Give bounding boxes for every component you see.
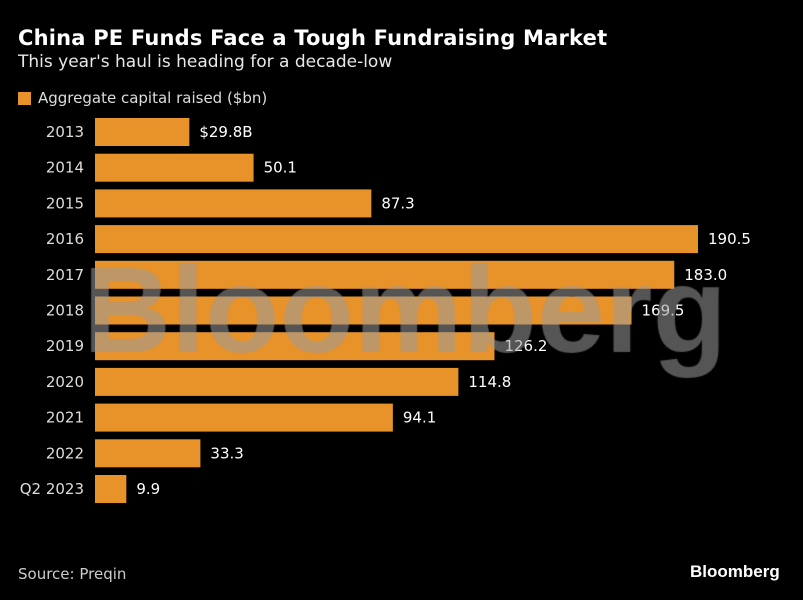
category-label: 2015	[46, 194, 84, 212]
bar	[95, 439, 201, 468]
category-label: 2022	[46, 444, 84, 462]
category-label: 2014	[46, 159, 84, 177]
data-label: $29.8B	[199, 123, 252, 141]
data-label: 169.5	[642, 302, 685, 320]
data-label: 33.3	[210, 444, 243, 462]
category-label: 2021	[46, 409, 84, 427]
data-label: 87.3	[381, 194, 414, 212]
data-label: 114.8	[468, 373, 511, 391]
category-label: Q2 2023	[20, 480, 84, 498]
bar	[95, 367, 459, 396]
bar	[95, 260, 675, 289]
category-label: 2017	[46, 266, 84, 284]
data-label: 50.1	[264, 159, 297, 177]
bar	[95, 403, 393, 432]
data-label: 94.1	[403, 409, 436, 427]
bar	[95, 225, 698, 254]
bar	[95, 332, 495, 361]
bloomberg-logo: Bloomberg	[690, 562, 780, 581]
category-label: 2020	[46, 373, 84, 391]
data-label: 183.0	[684, 266, 727, 284]
bar	[95, 153, 254, 182]
data-label: 126.2	[504, 337, 547, 355]
source-note: Source: Preqin	[18, 565, 127, 583]
bar	[95, 296, 632, 325]
category-label: 2016	[46, 230, 84, 248]
data-label: 9.9	[136, 480, 160, 498]
bar	[95, 475, 127, 503]
category-label: 2018	[46, 302, 84, 320]
category-label: 2013	[46, 123, 84, 141]
bar	[95, 118, 190, 146]
category-label: 2019	[46, 337, 84, 355]
bar	[95, 189, 372, 218]
data-label: 190.5	[708, 230, 751, 248]
